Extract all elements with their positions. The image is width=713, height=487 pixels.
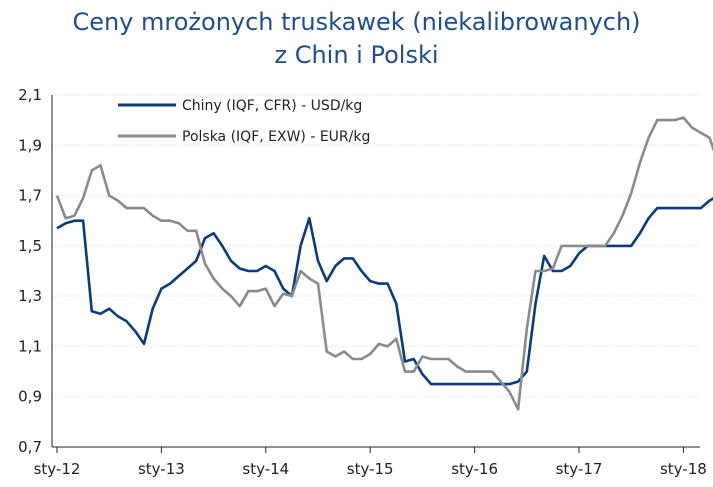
y-tick-label: 1,5 — [18, 237, 42, 255]
y-tick-label: 1,9 — [18, 136, 42, 154]
legend-label: Chiny (IQF, CFR) - USD/kg — [182, 98, 362, 114]
x-tick-label: sty-17 — [556, 460, 603, 478]
y-tick-label: 1,7 — [18, 187, 42, 205]
chart-title-line-1: Ceny mrożonych truskawek (niekalibrowany… — [72, 8, 641, 36]
y-tick-label: 0,9 — [18, 388, 42, 406]
y-tick-label: 1,3 — [18, 287, 42, 305]
y-axis-ticks: 2,1 1,9 1,7 1,5 1,3 1,1 0,9 0,7 — [18, 86, 42, 456]
x-tick-label: sty-14 — [242, 460, 289, 478]
legend-label: Polska (IQF, EXW) - EUR/kg — [182, 129, 370, 145]
x-tick-label: sty-16 — [451, 460, 498, 478]
y-tick-label: 2,1 — [18, 86, 42, 104]
x-tick-label: sty-12 — [34, 460, 81, 478]
series-line-chiny — [56, 197, 713, 386]
series-line-polska — [55, 116, 713, 411]
chart-title: Ceny mrożonych truskawek (niekalibrowany… — [0, 6, 713, 72]
axes — [51, 95, 700, 448]
legend: Chiny (IQF, CFR) - USD/kg Polska (IQF, EX… — [118, 98, 370, 145]
x-tick-label: sty-13 — [138, 460, 185, 478]
y-tick-label: 1,1 — [18, 337, 42, 355]
y-tick-label: 0,7 — [18, 438, 42, 456]
x-axis-ticks: sty-12 sty-13 sty-14 sty-15 sty-16 sty-17 sty-… — [34, 447, 707, 478]
chart-title-line-2: z Chin i Polski — [274, 41, 439, 69]
x-tick-label: sty-18 — [660, 460, 707, 478]
series-lines — [55, 116, 713, 411]
x-tick-label: sty-15 — [347, 460, 394, 478]
